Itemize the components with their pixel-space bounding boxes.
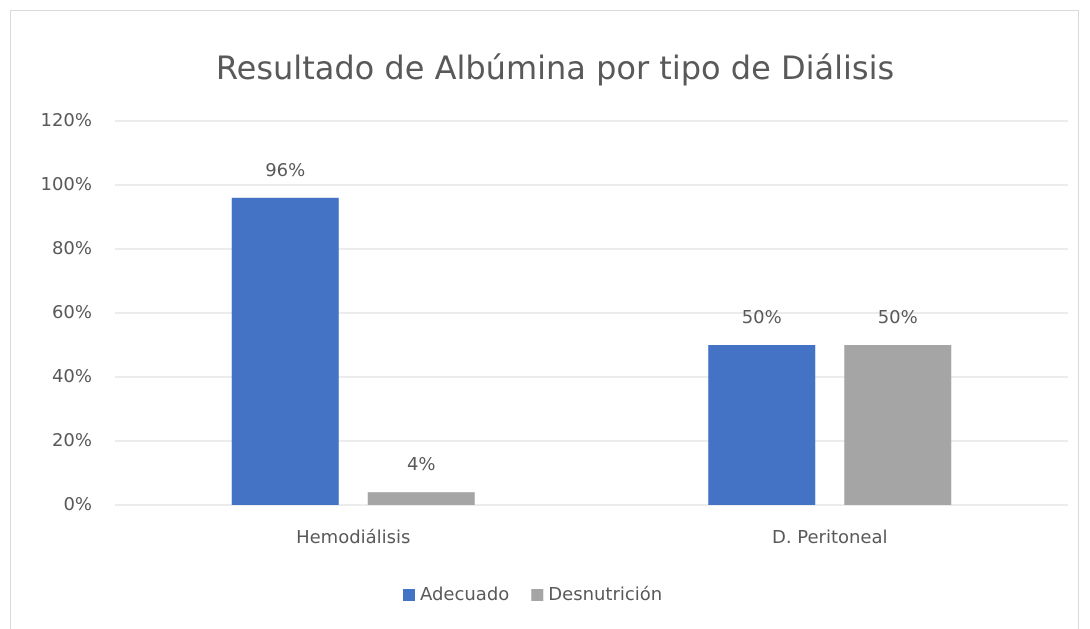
legend-swatch [403,589,415,601]
legend-swatch [531,589,544,601]
y-tick-label: 40% [52,366,92,387]
y-tick-label: 80% [52,238,92,259]
y-tick-label: 60% [52,302,92,323]
data-label: 50% [878,307,918,328]
chart-frame [10,10,1079,629]
y-tick-label: 120% [41,110,92,131]
y-tick-label: 0% [63,494,92,515]
data-label: 96% [265,160,305,181]
x-tick-label: D. Peritoneal [772,527,888,548]
legend-label: Desnutrición [548,584,662,605]
data-label: 4% [407,454,436,475]
bar [367,492,475,505]
bar [231,197,339,506]
x-tick-label: Hemodiálisis [296,527,410,548]
y-tick-label: 100% [41,174,92,195]
chart-title: Resultado de Albúmina por tipo de Diális… [216,49,894,87]
bar [708,345,816,505]
legend-label: Adecuado [420,584,509,605]
data-label: 50% [742,307,782,328]
bar [844,345,952,505]
y-tick-label: 20% [52,430,92,451]
